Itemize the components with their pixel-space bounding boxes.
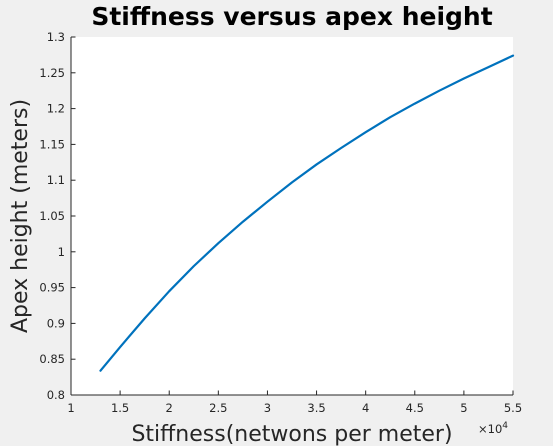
y-axis-label: Apex height (meters) <box>8 99 33 333</box>
y-tick-label: 1 <box>58 245 65 259</box>
y-tick-label: 1.05 <box>39 209 65 223</box>
x-tick-label: 5.5 <box>504 401 522 415</box>
x-tick-label: 1.5 <box>111 401 129 415</box>
y-tick-label: 1.25 <box>39 66 65 80</box>
x-tick-label: 4 <box>362 401 369 415</box>
y-tick-label: 1.3 <box>47 30 65 44</box>
x-tick-label: 3.5 <box>307 401 325 415</box>
y-tick-label: 1.2 <box>47 102 65 116</box>
x-axis-tick-labels: 1 1.5 2 2.5 3 3.5 4 4.5 5 5.5 <box>67 401 522 415</box>
y-tick-label: 0.95 <box>39 281 65 295</box>
y-tick-label: 0.9 <box>47 316 65 330</box>
x-tick-label: 2 <box>166 401 173 415</box>
x-tick-label: 2.5 <box>209 401 227 415</box>
x-tick-label: 3 <box>264 401 271 415</box>
x-axis-multiplier: ×104 <box>478 421 508 436</box>
x-axis-multiplier-exponent: 4 <box>502 421 508 431</box>
y-tick-label: 1.1 <box>47 173 65 187</box>
x-tick-label: 1 <box>67 401 74 415</box>
x-axis-label: Stiffness(netwons per meter) <box>131 422 452 446</box>
y-axis-tick-labels: 0.8 0.85 0.9 0.95 1 1.05 1.1 1.15 1.2 1.25 1.3 <box>39 30 65 402</box>
plot-area <box>71 37 513 395</box>
chart-title: Stiffness versus apex height <box>91 2 492 31</box>
y-tick-label: 0.85 <box>39 352 65 366</box>
y-tick-label: 0.8 <box>47 388 65 402</box>
x-axis-multiplier-base: ×10 <box>478 422 502 436</box>
y-tick-label: 1.15 <box>39 137 65 151</box>
x-tick-label: 4.5 <box>406 401 424 415</box>
x-tick-label: 5 <box>460 401 467 415</box>
